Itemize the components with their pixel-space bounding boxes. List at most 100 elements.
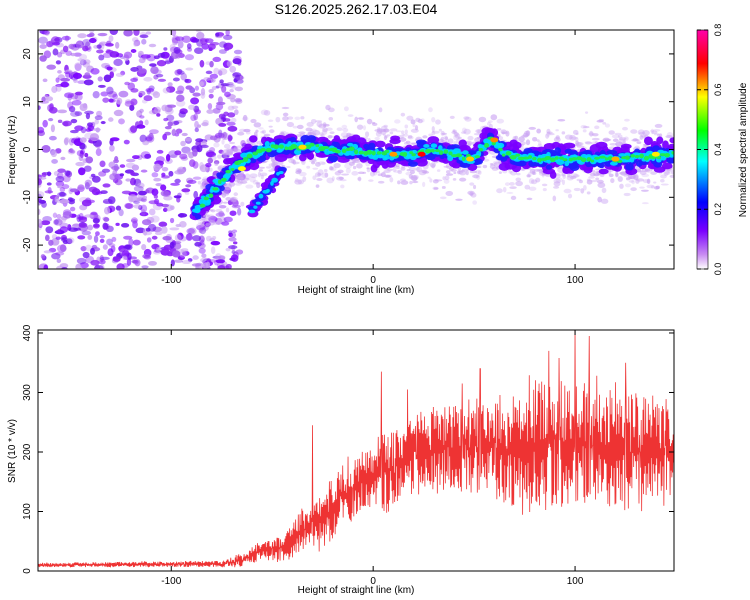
halo-blob <box>650 171 657 175</box>
noise-blob <box>217 154 223 159</box>
halo-blob <box>639 134 644 140</box>
halo-blob <box>433 187 439 190</box>
noise-blob <box>66 238 73 245</box>
halo-blob <box>294 116 301 121</box>
noise-blob <box>174 69 182 76</box>
noise-blob <box>77 33 87 39</box>
noise-blob <box>130 219 138 223</box>
noise-blob <box>105 225 114 233</box>
halo-blob <box>527 172 532 178</box>
halo-blob <box>586 178 591 182</box>
halo-blob <box>434 179 443 182</box>
halo-blob <box>310 161 316 165</box>
noise-blob <box>209 73 219 79</box>
halo-blob <box>395 130 402 133</box>
ridge-purple <box>333 135 341 142</box>
halo-blob <box>330 166 334 171</box>
noise-blob <box>80 245 87 252</box>
noise-blob <box>91 175 101 183</box>
noise-blob <box>144 119 149 126</box>
branch-cyan <box>278 170 284 175</box>
noise-blob <box>205 162 212 168</box>
halo-blob <box>406 168 411 172</box>
halo-blob <box>458 169 467 176</box>
halo-blob <box>314 172 322 178</box>
noise-blob <box>55 175 65 183</box>
ridge-green <box>358 150 364 155</box>
noise-blob <box>228 230 233 234</box>
halo-blob <box>496 188 503 194</box>
halo-blob <box>205 223 211 227</box>
halo-blob <box>615 171 619 177</box>
halo-blob <box>515 180 523 187</box>
halo-blob <box>237 131 245 136</box>
noise-blob <box>234 97 242 103</box>
noise-blob <box>181 260 192 265</box>
noise-blob <box>140 208 146 216</box>
halo-blob <box>229 148 238 153</box>
halo-blob <box>582 129 587 133</box>
halo-blob <box>199 218 205 222</box>
noise-blob <box>95 191 103 195</box>
ridge-green <box>203 196 210 201</box>
colorbar-tick-label: 0.4 <box>713 143 723 156</box>
halo-blob <box>400 166 406 171</box>
halo-blob <box>357 171 365 175</box>
halo-blob <box>545 133 550 139</box>
noise-blob <box>40 220 51 226</box>
noise-blob <box>43 264 49 269</box>
halo-blob <box>467 135 474 141</box>
noise-blob <box>84 152 89 158</box>
halo-blob <box>650 129 654 132</box>
noise-blob <box>46 182 52 186</box>
halo-blob <box>319 132 324 136</box>
halo-blob <box>655 185 660 190</box>
ridge-blue <box>554 147 562 155</box>
halo-blob <box>595 177 600 181</box>
noise-blob <box>59 226 68 233</box>
noise-blob <box>158 221 168 227</box>
halo-blob <box>564 134 573 140</box>
noise-blob <box>83 59 91 65</box>
noise-blob <box>62 45 69 53</box>
halo-blob <box>397 180 401 185</box>
noise-blob <box>85 244 92 252</box>
halo-blob <box>316 121 323 128</box>
halo-blob <box>508 170 513 174</box>
halo-blob <box>404 124 409 129</box>
hot-spot <box>611 156 620 162</box>
halo-blob <box>339 179 347 182</box>
halo-blob <box>209 238 216 242</box>
halo-blob <box>496 118 505 124</box>
halo-blob <box>409 180 413 185</box>
halo-blob <box>637 129 645 136</box>
noise-blob <box>82 45 89 52</box>
noise-blob <box>151 235 158 240</box>
halo-blob <box>406 115 414 121</box>
noise-blob <box>68 199 75 205</box>
halo-blob <box>322 127 328 133</box>
noise-blob <box>96 110 103 117</box>
noise-blob <box>78 153 84 162</box>
noise-blob <box>132 259 139 265</box>
halo-blob <box>614 132 622 136</box>
halo-blob <box>650 128 654 135</box>
noise-blob <box>77 216 88 220</box>
noise-blob <box>133 185 144 192</box>
noise-blob <box>124 100 135 107</box>
halo-blob <box>272 160 278 164</box>
halo-blob <box>431 130 436 136</box>
halo-blob <box>392 167 397 172</box>
halo-blob <box>504 182 510 186</box>
noise-blob <box>71 99 82 106</box>
ridge-green <box>371 150 376 156</box>
halo-blob <box>428 133 433 137</box>
figure-title: S126.2025.262.17.03.E04 <box>275 1 438 17</box>
halo-blob <box>510 195 517 201</box>
halo-blob <box>239 180 248 184</box>
noise-blob <box>227 112 236 118</box>
noise-blob <box>160 184 167 191</box>
halo-blob <box>362 171 367 174</box>
ridge-purple <box>248 162 260 171</box>
